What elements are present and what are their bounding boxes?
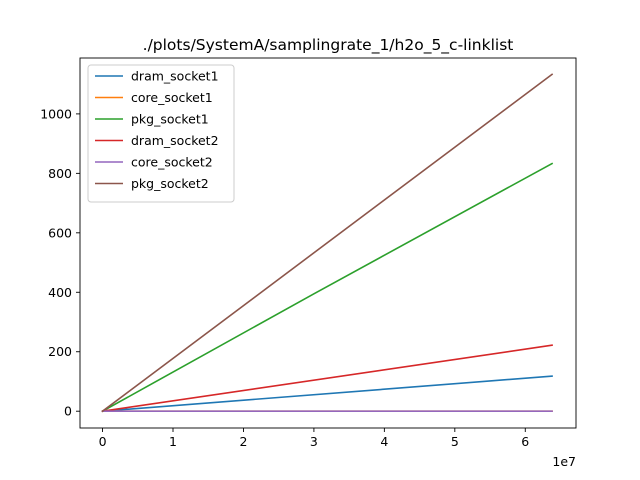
y-tick-label: 400 (48, 285, 72, 300)
x-tick-label: 4 (380, 434, 388, 449)
legend-box (87, 64, 235, 203)
x-tick-label: 1 (169, 434, 177, 449)
x-tick-label: 5 (451, 434, 459, 449)
series-line-dram-socket2 (101, 344, 553, 413)
y-tick-label: 600 (48, 225, 72, 240)
y-tick-label: 1000 (40, 106, 72, 121)
legend-label: pkg_socket1 (131, 112, 209, 127)
series-line-pkg-socket2 (101, 73, 554, 413)
legend-label: core_socket2 (131, 155, 213, 170)
legend: dram_socket1 core_socket1 pkg_socket1 dram_… (87, 64, 235, 203)
legend-label: pkg_socket2 (131, 176, 209, 191)
chart-title: ./plots/SystemA/samplingrate_1/h2o_5_c-l… (143, 36, 514, 55)
y-axis: 0 200 400 600 800 1000 (40, 106, 80, 419)
legend-label: core_socket1 (131, 90, 213, 105)
y-tick-label: 800 (48, 166, 72, 181)
x-tick-label: 2 (239, 434, 247, 449)
axes-frame (79, 57, 577, 429)
y-tick-label: 200 (48, 344, 72, 359)
x-tick-label: 0 (99, 434, 107, 449)
x-axis-offset-label: 1e7 (552, 454, 576, 469)
series-line-pkg-socket1 (101, 162, 554, 413)
x-tick-label: 3 (310, 434, 318, 449)
x-axis: 0 1 2 3 4 5 6 (99, 428, 529, 449)
axes-border (79, 57, 577, 429)
legend-label: dram_socket1 (131, 69, 219, 84)
series-line-dram-socket1 (101, 375, 553, 413)
legend-label: dram_socket2 (131, 133, 219, 148)
y-tick-label: 0 (64, 404, 72, 419)
series-layer (101, 73, 554, 413)
x-tick-label: 6 (521, 434, 529, 449)
